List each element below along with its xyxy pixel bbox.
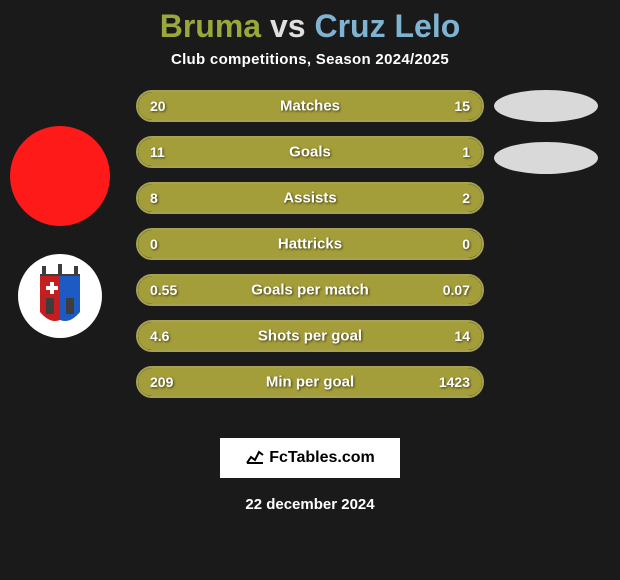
stat-bar: 00Hattricks xyxy=(136,228,484,260)
bar-label: Matches xyxy=(138,98,482,115)
page-title: Bruma vs Cruz Lelo xyxy=(0,0,620,45)
player2-marker-1 xyxy=(494,90,598,122)
bar-label: Assists xyxy=(138,190,482,207)
stat-bars: 2015Matches 111Goals 82Assists 00Hattricks 0… xyxy=(136,90,484,412)
title-player2: Cruz Lelo xyxy=(314,8,460,44)
site-logo[interactable]: FcTables.com xyxy=(220,438,400,478)
stat-bar: 2091423Min per goal xyxy=(136,366,484,398)
subtitle: Club competitions, Season 2024/2025 xyxy=(0,51,620,68)
player1-avatar xyxy=(10,126,110,226)
title-vs: vs xyxy=(270,8,306,44)
stat-bar: 111Goals xyxy=(136,136,484,168)
stat-bar: 2015Matches xyxy=(136,90,484,122)
bar-label: Goals xyxy=(138,144,482,161)
stat-bar: 82Assists xyxy=(136,182,484,214)
crest-icon xyxy=(30,264,90,328)
date-text: 22 december 2024 xyxy=(0,496,620,513)
comparison-stage: 2015Matches 111Goals 82Assists 00Hattricks 0… xyxy=(0,86,620,416)
bar-label: Hattricks xyxy=(138,236,482,253)
logo-icon xyxy=(245,447,265,470)
title-player1: Bruma xyxy=(160,8,261,44)
bar-label: Shots per goal xyxy=(138,328,482,345)
bar-label: Min per goal xyxy=(138,374,482,391)
stat-bar: 0.550.07Goals per match xyxy=(136,274,484,306)
bar-label: Goals per match xyxy=(138,282,482,299)
logo-text: FcTables.com xyxy=(269,449,375,467)
club-crest xyxy=(18,254,102,338)
player2-marker-2 xyxy=(494,142,598,174)
stat-bar: 4.614Shots per goal xyxy=(136,320,484,352)
